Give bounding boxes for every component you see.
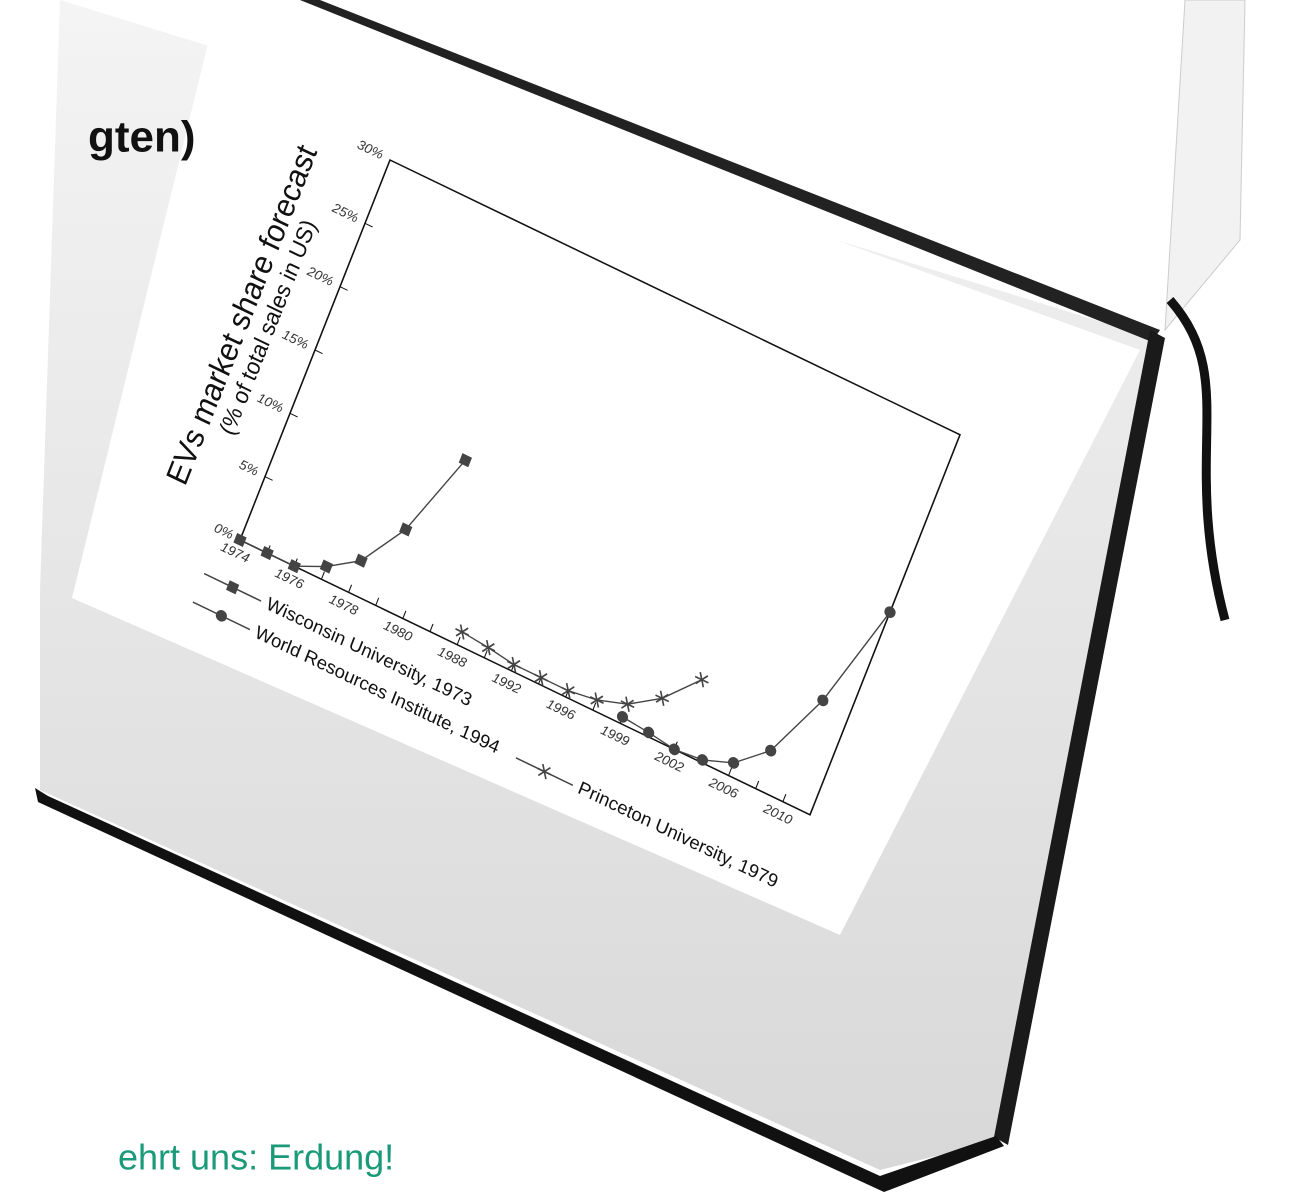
- marker: [589, 692, 604, 708]
- marker: [233, 532, 247, 548]
- marker: [694, 672, 709, 688]
- marker: [696, 754, 709, 766]
- y-tick: [339, 286, 348, 291]
- x-tick: [782, 793, 787, 802]
- x-tick: [592, 702, 597, 711]
- y-tick: [289, 412, 298, 418]
- marker: [620, 696, 635, 712]
- plot-frame: [239, 158, 961, 816]
- marker: [215, 610, 227, 622]
- title-fragment: gten): [88, 113, 196, 162]
- marker: [455, 624, 470, 640]
- footer-fragment: ehrt uns: Erdung!: [118, 1137, 394, 1178]
- x-tick: [809, 806, 814, 816]
- y-tick: [264, 476, 273, 481]
- marker: [458, 453, 472, 468]
- x-tick: [402, 610, 407, 619]
- top-edge: [300, 0, 1160, 342]
- marker: [260, 546, 274, 561]
- marker: [481, 639, 496, 656]
- book: [35, 0, 1246, 1192]
- y-tick: [314, 349, 323, 355]
- x-tick: [429, 623, 434, 632]
- marker: [655, 690, 670, 706]
- y-tick: [389, 159, 398, 165]
- chart-page: [72, 15, 1140, 935]
- ribbon: [1166, 297, 1230, 622]
- marker: [817, 694, 829, 707]
- raised-page: [1164, 0, 1246, 332]
- marker: [765, 744, 777, 757]
- marker: [226, 580, 240, 595]
- marker: [534, 669, 549, 686]
- marker: [668, 743, 680, 756]
- x-tick: [320, 571, 325, 580]
- marker: [354, 553, 368, 568]
- marker: [537, 763, 552, 780]
- x-tick: [728, 767, 733, 776]
- x-tick: [348, 584, 353, 593]
- marker: [727, 757, 740, 769]
- x-tick: [483, 649, 488, 659]
- right-cover: [994, 330, 1165, 1145]
- x-tick: [456, 636, 461, 645]
- marker: [561, 683, 576, 699]
- marker: [506, 656, 521, 673]
- marker: [616, 711, 629, 723]
- y-tick: [364, 222, 373, 228]
- x-tick: [755, 780, 760, 789]
- marker: [287, 559, 301, 574]
- marker: [399, 522, 413, 537]
- x-tick: [375, 597, 380, 606]
- marker: [643, 726, 655, 739]
- marker: [319, 559, 334, 574]
- marker: [884, 606, 896, 618]
